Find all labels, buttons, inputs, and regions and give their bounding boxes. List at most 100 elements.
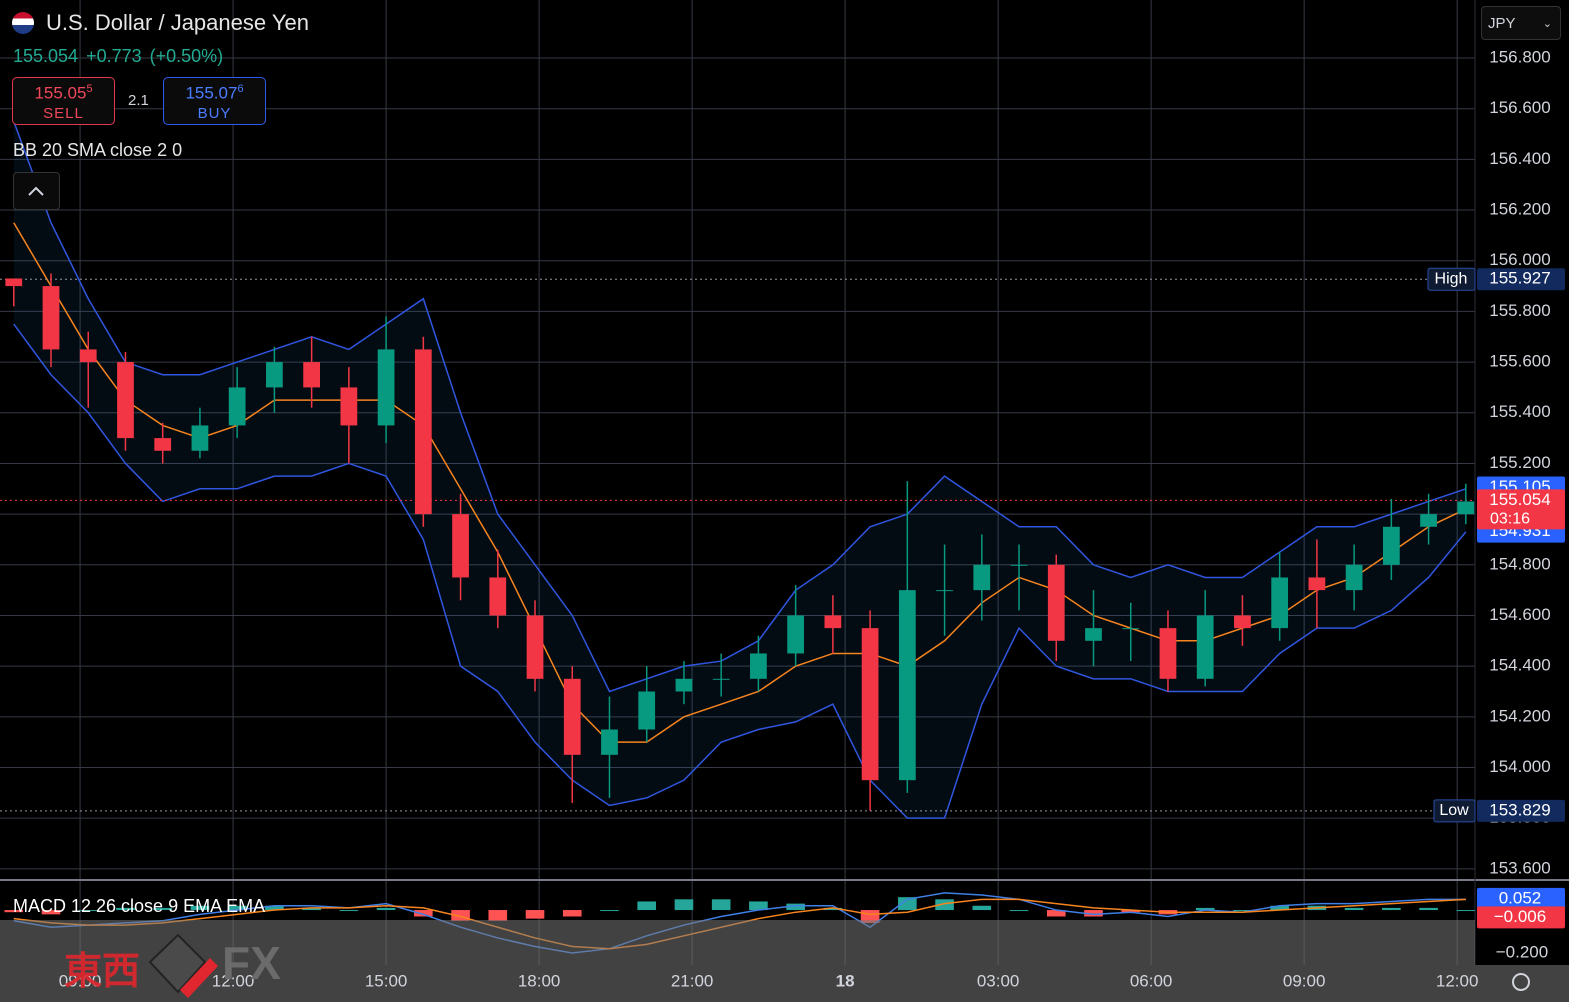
y-tick-label: 155.400 [1489,402,1550,421]
macd-legend[interactable]: MACD 12 26 close 9 EMA EMA [13,896,266,916]
macd-histogram-bar [786,903,805,911]
candle-body [787,615,805,654]
macd-histogram-bar [1009,910,1029,912]
macd-histogram-bar [1419,907,1438,911]
x-tick-label: 15:00 [365,971,408,990]
macd-histogram-bar [153,907,173,911]
spread: 2.1 [128,92,149,109]
candle-body [1122,628,1140,630]
macd-histogram-bar [41,910,61,915]
macd-histogram-bar [1233,910,1252,912]
low-tag-bg [1477,799,1565,822]
candle-body [563,678,581,755]
macd-histogram-bar [1344,907,1364,911]
y-tick-label: 153.600 [1489,858,1550,877]
time-axis-bg [1475,965,1569,1002]
candle-body [601,729,618,755]
y-tick-label: 156.000 [1489,250,1550,269]
last-price-tag-bg [1477,489,1565,530]
candle-body [228,387,246,426]
low-label: Low [1439,802,1469,819]
candle-body [154,438,172,451]
x-tick-label: 09:00 [1283,971,1326,990]
buy-button[interactable]: 155.076 BUY [163,77,266,125]
candle-body [1457,501,1475,515]
y-tick-label: 154.400 [1489,656,1550,675]
macd-macd-line [13,892,1466,954]
candle-body [861,628,879,781]
candle-body [675,678,693,692]
x-tick-label: 09:00 [59,971,102,990]
chevron [28,186,44,196]
bb-lower [13,323,1467,819]
y-tick-label: 155.800 [1489,301,1550,320]
x-tick-label: 18:00 [518,971,561,990]
watermark-cn: 東西 [64,951,141,993]
macd-histogram-bar [674,899,694,911]
x-tick-label: 18 [836,971,855,990]
macd-histogram-bar [1382,907,1401,911]
candle-body [898,590,916,781]
macd-histogram-bar [749,901,768,911]
symbol-title[interactable]: U.S. Dollar / Japanese Yen [46,10,309,35]
bb-fill [13,121,1466,819]
candle-body [79,349,97,363]
sell-price: 155.05 [34,83,87,103]
macd-histogram-bar [4,910,24,913]
y-tick-label: 156.200 [1489,200,1550,219]
candle-body [377,349,395,426]
candle-body [638,691,656,730]
high-label: High [1435,270,1468,287]
macd-histogram-bar [935,899,954,911]
candle-body [1010,564,1028,566]
change: +0.773 [86,46,142,66]
candle-body [1308,577,1326,591]
last-price-tag: 155.054 [1489,490,1550,509]
y-tick-label: 154.000 [1489,757,1550,776]
macd-tag: 0.052 [1499,888,1542,907]
macd-tag-bg [1477,887,1565,910]
macd-histogram-bar [823,907,843,911]
macd-histogram-bar [1270,905,1289,911]
settings-icon [1512,973,1530,991]
y-tick-label: 154.200 [1489,706,1550,725]
macd-histogram-bar [600,910,619,912]
currency-select[interactable]: JPY ⌄ [1481,6,1561,40]
watermark-fx: FX [222,937,281,989]
candle-body [117,362,134,439]
macd-histogram-bar [1121,910,1141,913]
candle-body [1345,564,1363,591]
quote: 155.054 +0.773 (+0.50%) [13,46,231,67]
candle-body [414,349,432,515]
macd-histogram-bar [451,910,470,921]
sell-label: SELL [43,104,84,122]
candle-body [1196,615,1214,679]
high-label-bg [1427,267,1476,291]
candle-body [973,564,991,591]
macd-histogram-bar [525,910,545,919]
countdown: 03:16 [1490,511,1530,528]
sell-button[interactable]: 155.055 SELL [12,77,115,125]
currency: JPY [1488,15,1516,32]
buy-price: 155.07 [185,83,238,103]
x-tick-label: 21:00 [671,971,714,990]
y-tick-label: 156.400 [1489,149,1550,168]
histogram-tag: −0.006 [1494,907,1546,926]
candle-body [191,425,209,451]
watermark-logo-red [180,958,218,998]
macd-histogram-bar [898,897,917,911]
high-tag: 155.927 [1489,269,1550,288]
candle-body [750,653,767,679]
collapse-button[interactable] [13,172,60,210]
x-tick-label: 06:00 [1130,971,1173,990]
candle-body [1382,526,1400,565]
candle-body [340,387,358,426]
macd-histogram-bar [302,907,321,911]
macd-histogram-bar [972,905,992,911]
macd-histogram-bar [488,910,508,921]
candle-body [1047,564,1065,641]
bb-legend[interactable]: BB 20 SMA close 2 0 [13,140,183,160]
y-tick-label: 155.200 [1489,453,1550,472]
